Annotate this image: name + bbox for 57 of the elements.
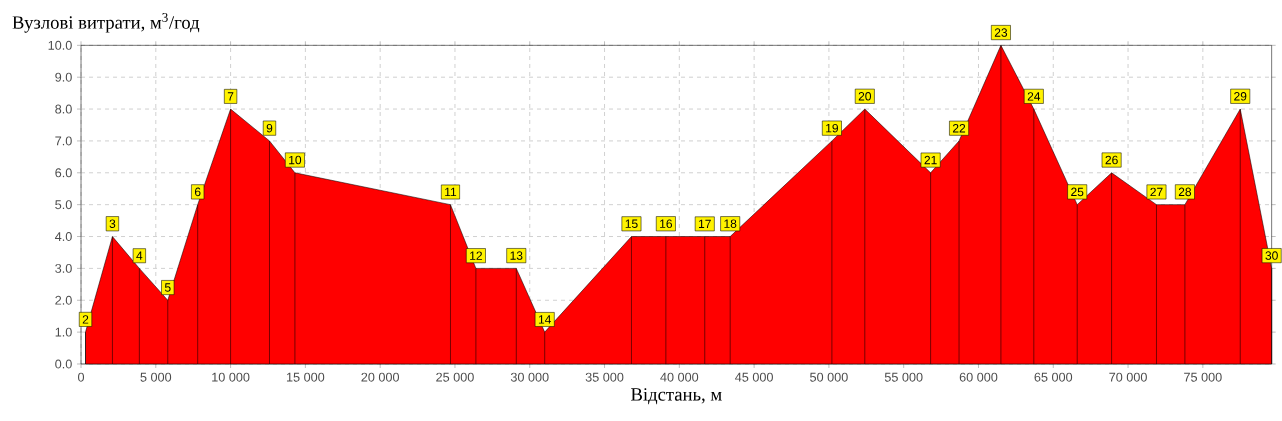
y-tick-label: 5.0 xyxy=(55,200,72,210)
annotation: 13 xyxy=(510,251,523,260)
x-tick-label: 75 000 xyxy=(1184,372,1222,382)
x-tick-label: 15 000 xyxy=(286,372,325,382)
annotation: 24 xyxy=(1027,92,1041,101)
x-tick-label: 10 000 xyxy=(212,372,250,382)
annotation: 4 xyxy=(136,251,143,260)
annotation: 20 xyxy=(858,92,872,101)
x-tick-label: 45 000 xyxy=(735,372,773,382)
annotation: 7 xyxy=(227,92,234,101)
y-tick-label: 2.0 xyxy=(55,295,72,305)
y-axis-title: Вузлові витрати, м$^{3}$/год xyxy=(12,13,200,33)
annotation: 25 xyxy=(1071,187,1084,197)
annotation: 2 xyxy=(82,315,89,324)
y-tick-label: 8.0 xyxy=(55,104,72,114)
y-tick-label: 10.0 xyxy=(48,40,72,50)
x-tick-label: 30 000 xyxy=(510,372,549,382)
annotation: 17 xyxy=(699,219,711,228)
annotation: 19 xyxy=(826,123,838,133)
annotation: 22 xyxy=(952,124,966,133)
y-tick-label: 4.0 xyxy=(54,232,72,242)
x-tick-label: 40 000 xyxy=(660,372,699,382)
annotation: 14 xyxy=(538,315,552,324)
x-tick-label: 20 000 xyxy=(361,372,400,382)
x-tick-label: 5 000 xyxy=(140,372,172,382)
y-tick-label: 3.0 xyxy=(55,263,72,273)
annotation: 9 xyxy=(266,123,273,133)
annotation: 6 xyxy=(194,187,201,197)
x-tick-label: 55 000 xyxy=(884,372,923,382)
x-tick-label: 50 000 xyxy=(810,372,848,382)
annotation: 16 xyxy=(660,219,673,228)
y-tick-label: 7.0 xyxy=(55,136,72,146)
annotation: 28 xyxy=(1178,187,1192,197)
annotation: 29 xyxy=(1234,92,1247,101)
annotation: 23 xyxy=(994,28,1008,37)
x-tick-label: 35 000 xyxy=(585,372,624,382)
annotation: 11 xyxy=(445,187,457,197)
annotation: 12 xyxy=(470,251,482,260)
x-tick-label: 25 000 xyxy=(436,372,474,382)
annotation: 3 xyxy=(109,219,116,228)
x-tick-label: 0 xyxy=(78,372,85,382)
annotation: 21 xyxy=(924,155,937,165)
x-axis-title: Відстань, м xyxy=(631,388,722,405)
y-tick-label: 9.0 xyxy=(55,72,72,82)
annotation: 18 xyxy=(724,219,737,228)
x-tick-label: 60 000 xyxy=(959,372,998,382)
x-tick-label: 70 000 xyxy=(1109,372,1147,382)
y-tick-label: 6.0 xyxy=(55,168,72,178)
annotation: 26 xyxy=(1105,155,1118,165)
annotation: 15 xyxy=(625,219,638,228)
annotation: 30 xyxy=(1265,251,1278,260)
y-tick-label: 1.0 xyxy=(55,327,72,337)
annotation: 10 xyxy=(289,155,302,165)
y-tick-label: 0.0 xyxy=(55,359,72,369)
annotation: 5 xyxy=(164,283,171,292)
annotation: 27 xyxy=(1150,187,1163,197)
x-tick-label: 65 000 xyxy=(1034,372,1073,382)
